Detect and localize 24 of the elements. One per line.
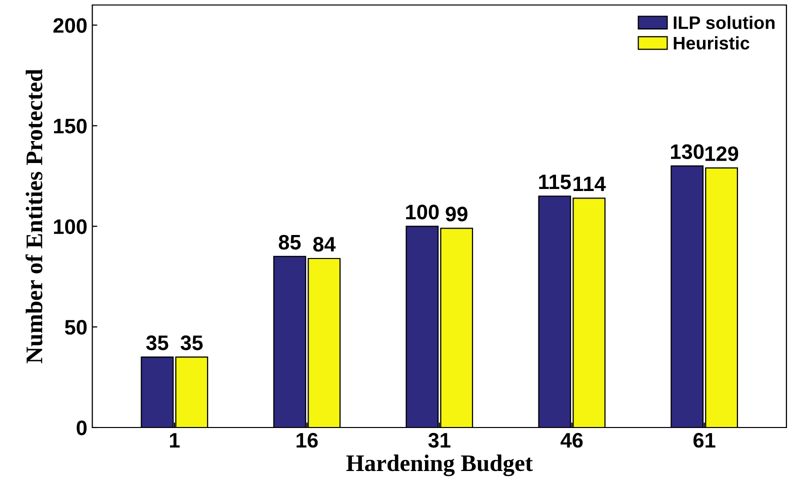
x-tick-label: 16 — [296, 432, 318, 448]
y-tick-label: 50 — [64, 320, 87, 335]
y-tick-label: 100 — [54, 219, 87, 234]
data-label: 84 — [313, 236, 336, 252]
y-tick-label: 200 — [53, 18, 87, 33]
y-tick-label: 0 — [76, 420, 87, 436]
data-label: 114 — [574, 176, 606, 192]
data-label: 115 — [539, 174, 571, 190]
data-label: 129 — [705, 146, 738, 162]
x-axis-title: Hardening Budget — [346, 454, 533, 476]
y-axis-title: Number of Entities Protected — [26, 69, 42, 364]
data-label: 100 — [406, 204, 439, 220]
x-tick-label: 61 — [693, 432, 716, 448]
legend-label: ILP solution — [674, 16, 775, 30]
legend-label: Heuristic — [674, 36, 750, 50]
data-label: 99 — [446, 206, 468, 222]
y-tick-label: 150 — [54, 118, 87, 134]
x-tick-label: 1 — [170, 433, 180, 448]
x-tick-label: 31 — [428, 432, 450, 448]
data-label: 85 — [278, 234, 301, 250]
x-tick-label: 46 — [560, 432, 583, 448]
data-label: 130 — [671, 144, 704, 160]
data-label: 35 — [180, 335, 203, 350]
data-label: 35 — [146, 335, 168, 350]
